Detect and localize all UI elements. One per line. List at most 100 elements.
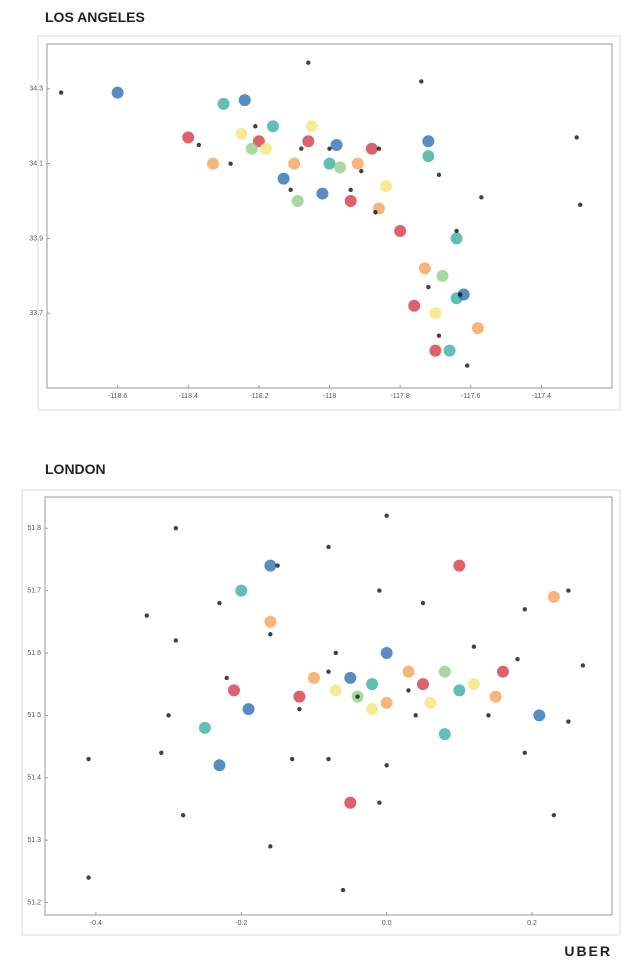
point xyxy=(228,161,233,166)
point xyxy=(259,142,272,155)
y-tick-label: 34.1 xyxy=(29,160,43,167)
point xyxy=(438,728,451,741)
point xyxy=(384,763,389,768)
point xyxy=(422,135,435,148)
point xyxy=(206,157,219,170)
point xyxy=(377,588,382,593)
point xyxy=(344,195,357,208)
point xyxy=(366,678,379,691)
point xyxy=(436,172,442,178)
point xyxy=(235,584,248,597)
y-tick-label: 51.5 xyxy=(27,712,41,719)
y-tick-label: 51.6 xyxy=(27,650,41,657)
point xyxy=(213,759,226,772)
point xyxy=(578,202,583,207)
point xyxy=(486,713,491,718)
chart-frame xyxy=(21,489,621,936)
point xyxy=(305,120,318,133)
point xyxy=(454,228,459,234)
point xyxy=(574,135,579,140)
point xyxy=(547,590,560,603)
chart-title: LOS ANGELES xyxy=(45,9,145,25)
point xyxy=(422,150,435,163)
point xyxy=(351,157,364,170)
point xyxy=(365,142,378,155)
point xyxy=(326,669,331,674)
point xyxy=(429,344,442,357)
y-tick-label: 51.2 xyxy=(27,899,41,906)
point xyxy=(418,262,431,275)
point xyxy=(291,195,304,208)
point xyxy=(533,709,546,722)
x-tick-label: -117.8 xyxy=(390,393,409,400)
point xyxy=(479,195,484,200)
point xyxy=(228,684,240,697)
point xyxy=(242,703,255,716)
y-tick-label: 51.8 xyxy=(27,525,41,532)
x-tick-label: -117.6 xyxy=(461,393,480,400)
point xyxy=(288,187,293,193)
point xyxy=(217,97,230,110)
point xyxy=(453,684,466,697)
point xyxy=(406,688,411,693)
point xyxy=(316,187,329,200)
point xyxy=(264,559,277,572)
point xyxy=(394,224,407,237)
point xyxy=(306,60,311,65)
point xyxy=(180,812,186,818)
x-tick-label: -118 xyxy=(323,393,337,400)
point xyxy=(377,800,382,805)
brand: UBER xyxy=(564,943,612,959)
point xyxy=(198,721,211,734)
chart-frame xyxy=(37,35,621,411)
point xyxy=(380,696,393,709)
point xyxy=(326,756,331,762)
x-tick-label: -118.2 xyxy=(249,393,268,400)
y-tick-label: 51.3 xyxy=(27,837,41,844)
point xyxy=(429,307,442,320)
point xyxy=(302,135,315,148)
point xyxy=(420,600,426,606)
x-tick-label: -118.6 xyxy=(108,393,127,400)
point xyxy=(58,90,64,95)
point xyxy=(86,875,91,880)
point xyxy=(253,124,258,129)
plot-area xyxy=(46,43,613,389)
point xyxy=(551,812,557,818)
point xyxy=(111,86,124,99)
point xyxy=(496,665,509,678)
point xyxy=(340,887,346,893)
point xyxy=(196,142,202,148)
point xyxy=(307,671,320,684)
point xyxy=(86,756,91,762)
point xyxy=(408,299,421,312)
point xyxy=(471,644,477,649)
point xyxy=(465,363,470,368)
point xyxy=(380,180,392,193)
point xyxy=(264,615,277,628)
point xyxy=(267,120,279,133)
point xyxy=(436,333,442,338)
point xyxy=(275,563,280,568)
point xyxy=(426,284,431,290)
point xyxy=(376,146,382,151)
point xyxy=(457,292,463,297)
point xyxy=(329,684,342,697)
point xyxy=(344,796,357,809)
point xyxy=(173,525,179,531)
point xyxy=(326,544,331,550)
y-tick-label: 33.7 xyxy=(29,310,43,317)
point xyxy=(288,157,301,170)
point xyxy=(417,678,429,691)
point xyxy=(413,713,418,718)
point xyxy=(144,613,149,618)
point xyxy=(245,142,258,155)
point xyxy=(515,657,520,662)
point xyxy=(450,232,463,245)
point xyxy=(268,632,273,637)
point xyxy=(359,168,364,174)
point xyxy=(289,756,295,762)
point xyxy=(453,559,466,572)
point xyxy=(467,678,480,691)
x-tick-label: -0.4 xyxy=(90,920,102,927)
